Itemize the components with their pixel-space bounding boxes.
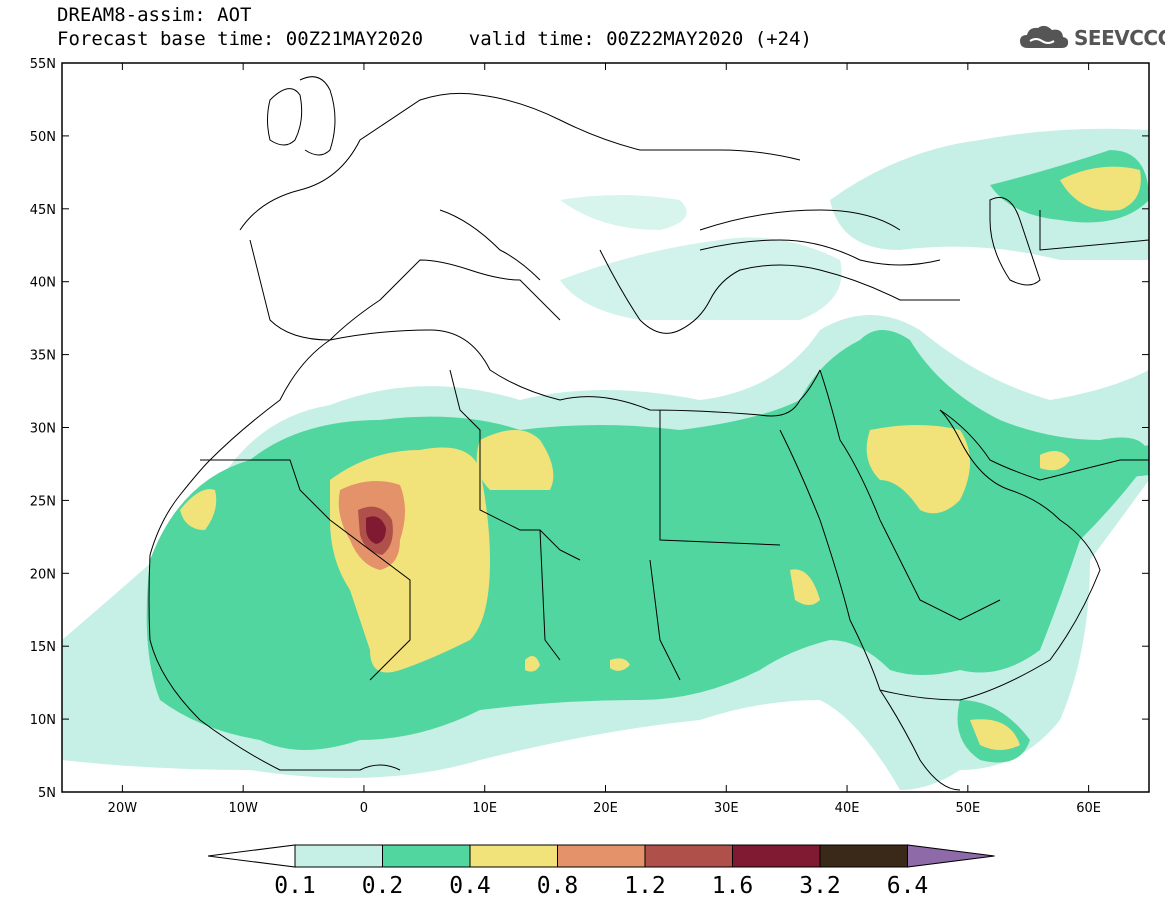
- lat-label: 45N: [30, 203, 56, 218]
- lat-label: 35N: [30, 349, 56, 364]
- aot-field: [62, 128, 1149, 790]
- lat-label: 5N: [38, 786, 56, 801]
- lat-label: 55N: [30, 57, 56, 72]
- lat-label: 40N: [30, 276, 56, 291]
- colorbar: [207, 844, 995, 868]
- colorbar-label: 6.4: [887, 873, 929, 899]
- colorbar-label: 0.2: [362, 873, 404, 899]
- lon-label: 20W: [108, 801, 138, 816]
- lat-label: 15N: [30, 640, 56, 655]
- colorbar-extend-high: [907, 844, 995, 868]
- colorbar-segment: [819, 844, 908, 868]
- colorbar-segment: [644, 844, 733, 868]
- cloud-icon: [1020, 25, 1069, 48]
- lon-label: 30E: [714, 801, 739, 816]
- lon-label: 0: [360, 801, 368, 816]
- colorbar-extend-low: [207, 844, 296, 868]
- colorbar-segment: [294, 844, 383, 868]
- lat-label: 10N: [30, 713, 56, 728]
- lon-label: 60E: [1076, 801, 1101, 816]
- lat-label: 25N: [30, 494, 56, 509]
- colorbar-segment: [382, 844, 471, 868]
- colorbar-label: 0.1: [274, 873, 316, 899]
- colorbar-segment: [469, 844, 558, 868]
- colorbar-label: 1.6: [712, 873, 754, 899]
- lon-label: 50E: [955, 801, 980, 816]
- colorbar-segment: [732, 844, 821, 868]
- map-title: DREAM8-assim: AOT: [57, 4, 252, 26]
- colorbar-segment: [557, 844, 646, 868]
- logo-text: SEEVCCC: [1074, 26, 1165, 50]
- lon-label: 40E: [835, 801, 860, 816]
- seevccc-logo: SEEVCCC: [1018, 24, 1165, 52]
- lon-label: 20E: [593, 801, 618, 816]
- lon-label: 10W: [228, 801, 258, 816]
- colorbar-label: 3.2: [799, 873, 841, 899]
- lat-label: 50N: [30, 130, 56, 145]
- lon-label: 10E: [472, 801, 497, 816]
- coastlines: [148, 76, 1149, 791]
- lat-label: 20N: [30, 567, 56, 582]
- forecast-time-info: Forecast base time: 00Z21MAY2020 valid t…: [57, 28, 812, 50]
- colorbar-label: 1.2: [624, 873, 666, 899]
- colorbar-label: 0.4: [449, 873, 491, 899]
- lat-label: 30N: [30, 422, 56, 437]
- colorbar-label: 0.8: [537, 873, 579, 899]
